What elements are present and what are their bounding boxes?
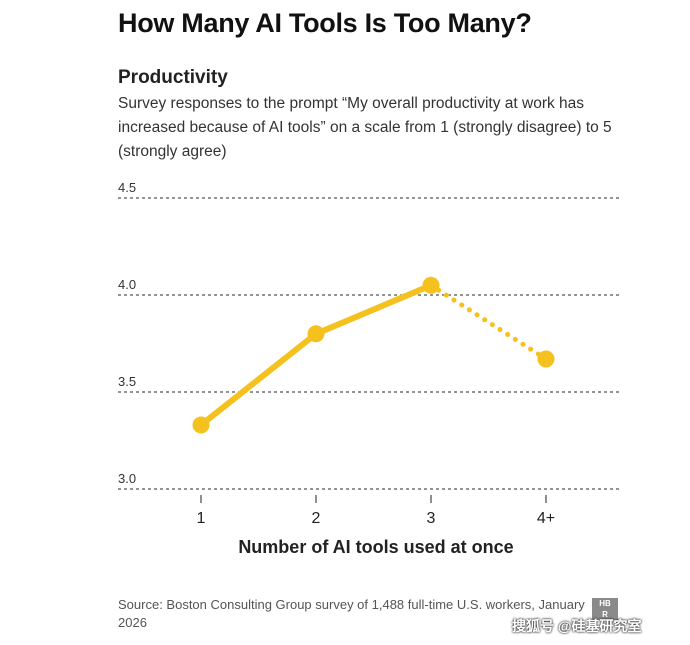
data-point	[192, 416, 210, 434]
y-axis-ticks: 4.5 4.0 3.5 3.0	[118, 180, 136, 486]
source-note: Source: Boston Consulting Group survey o…	[118, 597, 585, 630]
data-point	[307, 325, 325, 343]
grid-lines	[118, 197, 620, 490]
hbr-logo: HB R	[592, 598, 618, 620]
y-tick-label: 3.0	[118, 471, 136, 486]
line-chart: 4.5 4.0 3.5 3.0 1 2 3 4+	[118, 180, 620, 527]
chart-title: How Many AI Tools Is Too Many?	[118, 8, 532, 38]
x-axis-ticks: 1 2 3 4+	[197, 495, 555, 527]
y-tick-label: 4.0	[118, 277, 136, 292]
x-tick-label: 1	[197, 510, 206, 527]
series-line-solid	[198, 282, 434, 428]
watermark-text: 搜狐号 @硅基研究室	[512, 618, 642, 634]
y-tick-label: 3.5	[118, 374, 136, 389]
y-tick-label: 4.5	[118, 180, 136, 195]
x-axis-label: Number of AI tools used at once	[238, 537, 514, 557]
chart-description: Survey responses to the prompt “My overa…	[118, 95, 612, 160]
series-line	[198, 282, 549, 428]
data-point	[422, 276, 440, 294]
data-point	[537, 350, 555, 368]
x-tick-label: 4+	[537, 510, 555, 527]
x-tick-label: 3	[427, 510, 436, 527]
series-points	[192, 276, 555, 434]
series-line-dotted	[428, 282, 549, 362]
chart-subtitle: Productivity	[118, 67, 228, 88]
x-tick-label: 2	[312, 510, 321, 527]
